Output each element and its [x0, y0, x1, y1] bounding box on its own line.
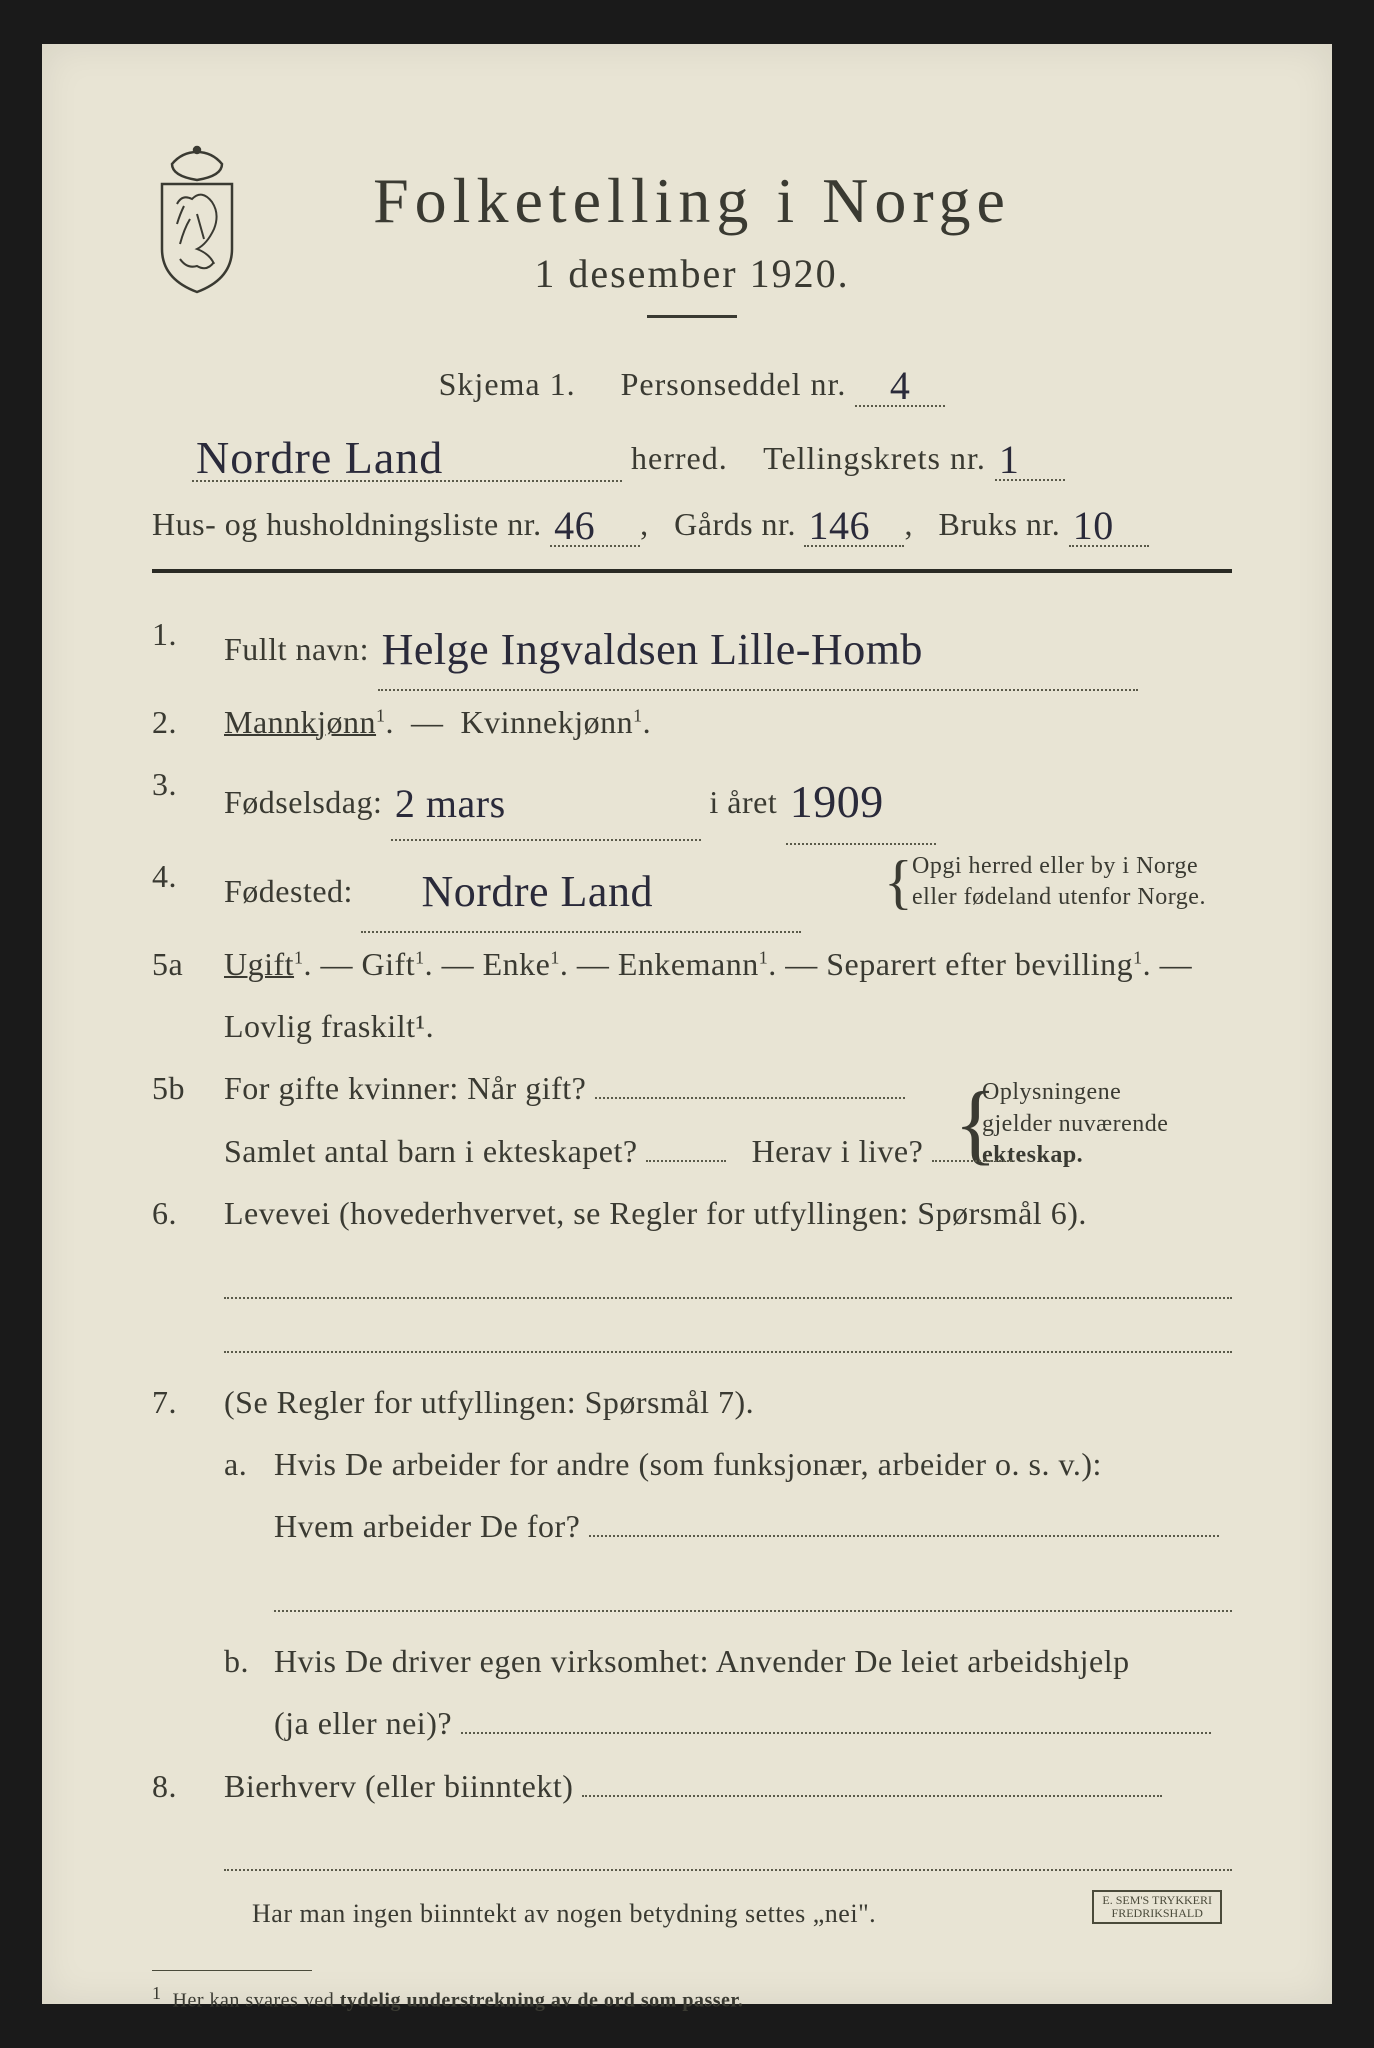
q7-label: (Se Regler for utfyllingen: Spørsmål 7).: [224, 1384, 754, 1420]
q3-label: Fødselsdag:: [224, 784, 382, 820]
q7b-l1: Hvis De driver egen virksomhet: Anvender…: [274, 1643, 1130, 1679]
printer-stamp: E. SEM'S TRYKKERI FREDRIKSHALD: [1092, 1890, 1222, 1924]
herred-line: Nordre Land herred. Tellingskrets nr. 1: [152, 427, 1232, 482]
q3-day: 2 mars: [391, 765, 510, 843]
document-date: 1 desember 1920.: [152, 250, 1232, 297]
q1: 1. Fullt navn: Helge Ingvaldsen Lille-Ho…: [152, 603, 1232, 691]
q1-num: 1.: [152, 603, 177, 665]
q5a-num: 5a: [152, 933, 183, 995]
q3-year-label: i året: [709, 784, 777, 820]
herred-value: Nordre Land: [192, 431, 447, 484]
bruks-label: Bruks nr.: [938, 506, 1060, 542]
q4-num: 4.: [152, 845, 177, 907]
q2-kvinne: Kvinnekjønn: [461, 704, 634, 740]
personseddel-nr: 4: [886, 362, 915, 409]
q4-note: { Opgi herred eller by i Norge eller fød…: [912, 851, 1212, 913]
q4-value: Nordre Land: [361, 849, 657, 935]
census-form-page: Folketelling i Norge 1 desember 1920. Sk…: [42, 44, 1332, 2004]
header-rule: [152, 569, 1232, 573]
q8-num: 8.: [152, 1755, 177, 1817]
q3-num: 3.: [152, 753, 177, 815]
q5a: 5a Ugift1. — Gift1. — Enke1. — Enkemann1…: [152, 933, 1232, 995]
q5b-line2: Samlet antal barn i ekteskapet? Herav i …: [152, 1120, 1232, 1182]
personseddel-label: Personseddel nr.: [621, 366, 847, 402]
q6-label: Levevei (hovederhvervet, se Regler for u…: [224, 1195, 1087, 1231]
q7b-line2: (ja eller nei)?: [152, 1692, 1232, 1754]
q3-year: 1909: [786, 757, 888, 847]
document-title: Folketelling i Norge: [152, 164, 1232, 238]
bruks-nr: 10: [1069, 502, 1118, 549]
q5b-l2b: Herav i live?: [752, 1133, 924, 1169]
q8-label: Bierhverv (eller biinntekt): [224, 1768, 573, 1804]
hus-line: Hus- og husholdningsliste nr. 46, Gårds …: [152, 498, 1232, 569]
q7a-line2: Hvem arbeider De for?: [152, 1495, 1232, 1557]
q7a-blank: [274, 1576, 1232, 1612]
q7a-l1: Hvis De arbeider for andre (som funksjon…: [274, 1446, 1102, 1482]
title-divider: [647, 315, 737, 318]
hus-nr: 46: [550, 502, 599, 549]
tellingskrets-nr: 1: [995, 436, 1024, 483]
hus-label: Hus- og husholdningsliste nr.: [152, 506, 542, 542]
q5a-cont: Lovlig fraskilt¹.: [152, 995, 1232, 1057]
title-block: Folketelling i Norge 1 desember 1920.: [152, 164, 1232, 318]
q8-note: Har man ingen biinntekt av nogen betydni…: [152, 1889, 1232, 1940]
q5b-l2a: Samlet antal barn i ekteskapet?: [224, 1133, 638, 1169]
q2-mann: Mannkjønn: [224, 704, 376, 740]
tellingskrets-label: Tellingskrets nr.: [763, 440, 986, 476]
q7: 7. (Se Regler for utfyllingen: Spørsmål …: [152, 1371, 1232, 1433]
q4-label: Fødested:: [224, 873, 353, 909]
brace-icon: {: [884, 843, 913, 921]
q4: 4. Fødested: Nordre Land { Opgi herred e…: [152, 845, 1232, 933]
footnote: 1 Her kan svares ved tydelig understrekn…: [152, 1983, 1232, 2013]
q7a-line1: a. Hvis De arbeider for andre (som funks…: [152, 1433, 1232, 1495]
skjema-line: Skjema 1. Personseddel nr. 4: [152, 358, 1232, 407]
q6: 6. Levevei (hovederhvervet, se Regler fo…: [152, 1182, 1232, 1244]
q7a-label: a.: [224, 1433, 247, 1495]
q2: 2. Mannkjønn1. — Kvinnekjønn1.: [152, 691, 1232, 753]
q6-num: 6.: [152, 1182, 177, 1244]
footnote-rule: [152, 1970, 312, 1971]
q8-blank: [224, 1835, 1232, 1871]
q8: 8. Bierhverv (eller biinntekt): [152, 1755, 1232, 1817]
q1-value: Helge Ingvaldsen Lille-Homb: [378, 607, 927, 693]
gards-label: Gårds nr.: [674, 506, 796, 542]
q7b-label: b.: [224, 1630, 249, 1692]
gards-nr: 146: [804, 502, 874, 549]
skjema-label: Skjema 1.: [439, 366, 576, 402]
q1-label: Fullt navn:: [224, 631, 369, 667]
q7a-l2: Hvem arbeider De for?: [274, 1508, 580, 1544]
q6-blank-1: [224, 1263, 1232, 1299]
coat-of-arms-icon: [142, 144, 252, 294]
q6-blank-2: [224, 1317, 1232, 1353]
q5b-l1: For gifte kvinner: Når gift?: [224, 1070, 586, 1106]
q7b-line1: b. Hvis De driver egen virksomhet: Anven…: [152, 1630, 1232, 1692]
q7b-l2: (ja eller nei)?: [274, 1705, 452, 1741]
q5b-line1: 5b For gifte kvinner: Når gift? { Oplysn…: [152, 1057, 1232, 1119]
q3: 3. Fødselsdag: 2 mars i året 1909: [152, 753, 1232, 845]
q5b-num: 5b: [152, 1057, 185, 1119]
herred-label: herred.: [631, 440, 728, 476]
q7-num: 7.: [152, 1371, 177, 1433]
header: Folketelling i Norge 1 desember 1920.: [152, 164, 1232, 318]
q2-num: 2.: [152, 691, 177, 753]
